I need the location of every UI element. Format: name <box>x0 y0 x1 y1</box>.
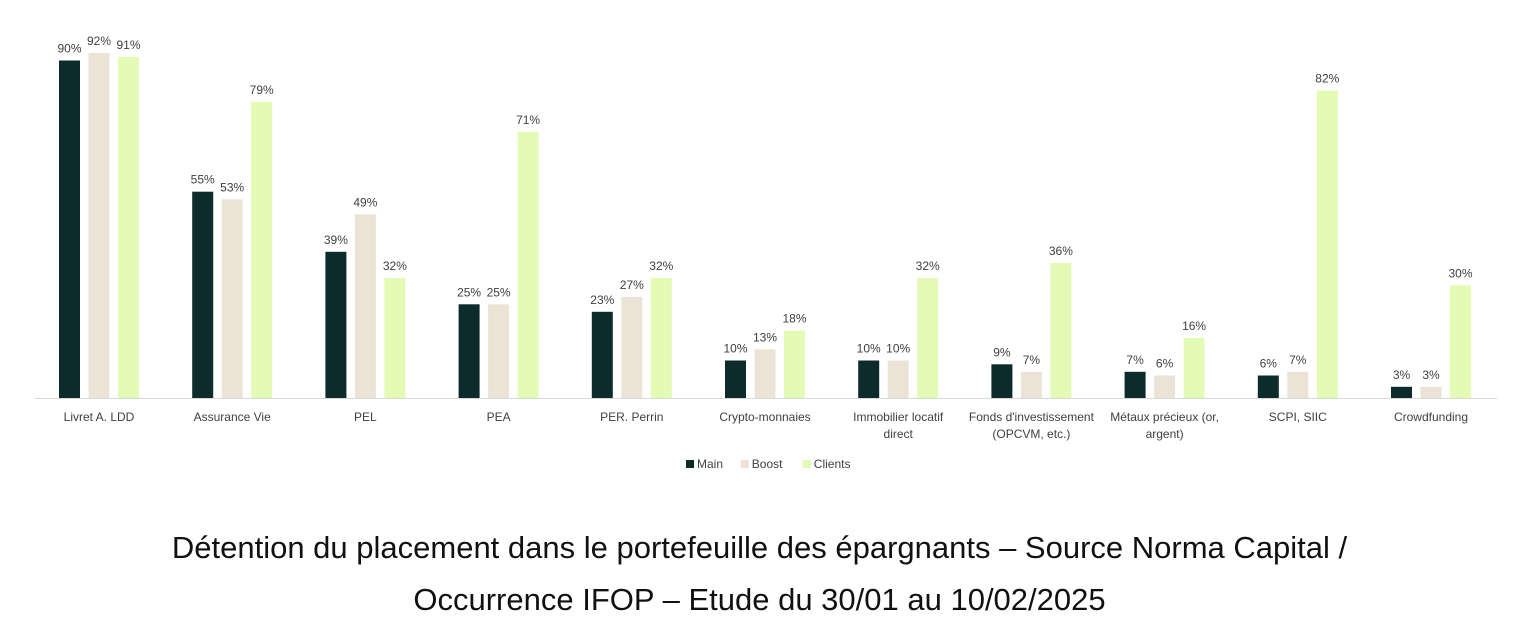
data-label-clients-1: 79% <box>250 83 274 97</box>
legend-label-main: Main <box>697 457 723 471</box>
bar-clients-1 <box>251 101 273 399</box>
data-label-boost-7: 7% <box>1023 353 1041 367</box>
bar-clients-8 <box>1183 338 1205 398</box>
data-label-main-3: 25% <box>457 285 481 299</box>
caption-line-2: Occurrence IFOP – Etude du 30/01 au 10/0… <box>413 582 1106 617</box>
bar-chart: 90% 92% 91% Livret A. LDD 55% 53% 79% Assurance… <box>35 34 1497 471</box>
category-label-8-line-1: argent) <box>1146 427 1184 441</box>
data-label-clients-2: 32% <box>383 259 407 273</box>
data-label-boost-10: 3% <box>1422 368 1440 382</box>
data-label-clients-4: 32% <box>649 259 673 273</box>
data-label-boost-8: 6% <box>1156 357 1174 371</box>
data-label-boost-6: 10% <box>886 342 910 356</box>
data-label-clients-9: 82% <box>1315 72 1339 86</box>
category-label-1: Assurance Vie <box>194 410 271 424</box>
data-label-clients-8: 16% <box>1182 319 1206 333</box>
legend-swatch-boost <box>740 460 749 468</box>
category-label-5: Crypto-monnaies <box>719 410 810 424</box>
bar-clients-5 <box>784 330 805 398</box>
bar-main-1 <box>192 191 214 398</box>
legend-label-boost: Boost <box>752 457 783 471</box>
bar-boost-2 <box>354 214 376 399</box>
caption-line-1: Détention du placement dans le portefeui… <box>171 530 1348 565</box>
bar-boost-6 <box>887 360 909 398</box>
data-label-main-1: 55% <box>191 173 215 187</box>
category-label-10: Crowdfunding <box>1394 410 1468 424</box>
bar-main-4 <box>591 311 613 399</box>
category-label-2: PEL <box>354 410 377 424</box>
chart-caption: Détention du placement dans le portefeui… <box>0 522 1519 626</box>
data-label-main-0: 90% <box>57 42 81 56</box>
category-label-7-line-0: Fonds d'investissement <box>969 410 1095 424</box>
data-label-main-5: 10% <box>723 342 747 356</box>
data-label-main-2: 39% <box>324 233 348 247</box>
category-label-8-line-0: Métaux précieux (or, <box>1110 410 1219 424</box>
bar-main-7 <box>991 364 1013 399</box>
bar-boost-3 <box>488 304 510 399</box>
bar-boost-1 <box>221 199 243 399</box>
category-label-9: SCPI, SIIC <box>1269 410 1327 424</box>
data-label-clients-3: 71% <box>516 113 540 127</box>
bar-boost-10 <box>1420 386 1442 399</box>
data-label-boost-5: 13% <box>753 330 777 344</box>
bar-main-9 <box>1257 375 1279 398</box>
data-label-clients-10: 30% <box>1448 267 1472 281</box>
bar-clients-10 <box>1450 285 1471 398</box>
bar-boost-8 <box>1154 375 1176 398</box>
category-label-3: PEA <box>487 410 511 424</box>
data-label-boost-2: 49% <box>353 195 377 209</box>
bar-main-6 <box>858 360 880 398</box>
category-label-7-line-1: (OPCVM, etc.) <box>992 427 1070 441</box>
bar-main-2 <box>325 251 347 399</box>
data-label-boost-3: 25% <box>487 285 511 299</box>
bar-clients-4 <box>650 278 672 398</box>
bar-boost-9 <box>1287 371 1309 399</box>
bar-clients-0 <box>118 56 139 399</box>
category-label-0: Livret A. LDD <box>64 410 135 424</box>
bar-clients-3 <box>517 131 539 399</box>
bar-boost-4 <box>621 296 643 399</box>
data-label-boost-4: 27% <box>620 278 644 292</box>
data-label-main-6: 10% <box>857 342 881 356</box>
data-label-clients-6: 32% <box>916 259 940 273</box>
legend-swatch-clients <box>802 460 811 468</box>
bar-main-3 <box>458 304 480 399</box>
category-label-6-line-0: Immobilier locatif <box>853 410 944 424</box>
data-label-boost-1: 53% <box>220 180 244 194</box>
legend-swatch-main <box>686 460 694 468</box>
bar-clients-2 <box>384 278 406 398</box>
data-label-clients-7: 36% <box>1049 244 1073 258</box>
bar-clients-6 <box>917 278 939 398</box>
data-label-clients-5: 18% <box>782 312 806 326</box>
data-label-boost-9: 7% <box>1289 353 1307 367</box>
category-label-6-line-1: direct <box>884 427 914 441</box>
data-label-main-8: 7% <box>1126 353 1144 367</box>
data-label-main-10: 3% <box>1393 368 1411 382</box>
data-label-clients-0: 91% <box>116 38 140 52</box>
bar-boost-0 <box>88 53 110 398</box>
bar-boost-7 <box>1020 371 1042 399</box>
legend-label-clients: Clients <box>814 457 851 471</box>
bar-boost-5 <box>754 349 776 399</box>
data-label-boost-0: 92% <box>87 34 111 48</box>
bar-main-8 <box>1124 371 1146 399</box>
data-label-main-9: 6% <box>1260 357 1278 371</box>
category-label-4: PER. Perrin <box>600 410 663 424</box>
bar-main-0 <box>59 60 80 398</box>
bar-clients-7 <box>1050 263 1072 398</box>
data-label-main-4: 23% <box>590 293 614 307</box>
bar-main-5 <box>725 360 746 398</box>
data-label-main-7: 9% <box>993 345 1011 359</box>
bar-main-10 <box>1391 386 1412 399</box>
bar-clients-9 <box>1316 90 1338 398</box>
